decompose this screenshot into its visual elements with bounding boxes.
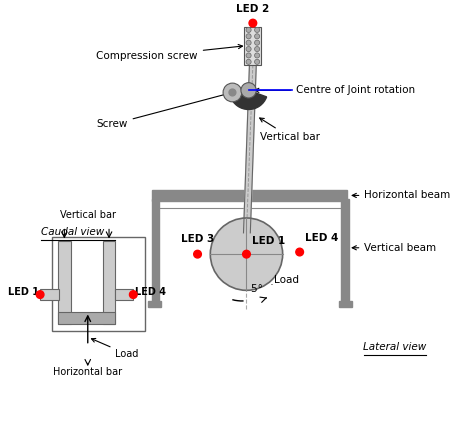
Circle shape bbox=[255, 34, 260, 39]
Circle shape bbox=[255, 28, 260, 33]
Bar bbox=[103, 241, 116, 324]
Circle shape bbox=[223, 83, 242, 102]
Text: Vertical bar: Vertical bar bbox=[60, 210, 116, 220]
Text: Centre of Joint rotation: Centre of Joint rotation bbox=[255, 85, 415, 95]
Circle shape bbox=[246, 46, 251, 52]
Circle shape bbox=[229, 89, 236, 96]
Circle shape bbox=[246, 59, 251, 64]
Polygon shape bbox=[244, 65, 256, 233]
Text: Caudal view: Caudal view bbox=[41, 227, 104, 237]
Circle shape bbox=[255, 53, 260, 58]
Bar bbox=[245, 27, 261, 65]
Bar bbox=[339, 301, 352, 307]
Circle shape bbox=[255, 59, 260, 64]
Circle shape bbox=[246, 28, 251, 33]
Text: Horizontal beam: Horizontal beam bbox=[352, 190, 451, 200]
Text: LED 1: LED 1 bbox=[8, 286, 39, 297]
Circle shape bbox=[36, 291, 44, 298]
Text: Load: Load bbox=[91, 338, 139, 359]
Bar bbox=[58, 312, 116, 324]
Bar bbox=[148, 301, 161, 307]
Text: Compression screw: Compression screw bbox=[96, 44, 243, 61]
Bar bbox=[152, 199, 159, 303]
Text: Horizontal bar: Horizontal bar bbox=[53, 367, 122, 378]
Bar bbox=[341, 199, 348, 303]
Bar bbox=[40, 289, 59, 300]
Wedge shape bbox=[231, 90, 266, 110]
Text: Vertical bar: Vertical bar bbox=[260, 118, 320, 142]
Text: LED 2: LED 2 bbox=[236, 4, 270, 14]
Bar bbox=[152, 190, 347, 201]
Circle shape bbox=[255, 46, 260, 52]
Circle shape bbox=[210, 218, 283, 290]
Circle shape bbox=[129, 291, 137, 298]
Text: Load: Load bbox=[274, 275, 299, 285]
Circle shape bbox=[246, 34, 251, 39]
Circle shape bbox=[246, 40, 251, 45]
Text: Lateral view: Lateral view bbox=[363, 342, 426, 352]
Text: LED 4: LED 4 bbox=[135, 286, 165, 297]
Circle shape bbox=[243, 250, 250, 258]
Circle shape bbox=[241, 83, 256, 98]
Text: LED 3: LED 3 bbox=[181, 234, 214, 244]
Text: LED 1: LED 1 bbox=[252, 236, 285, 246]
Circle shape bbox=[194, 250, 201, 258]
Circle shape bbox=[296, 248, 303, 256]
Bar bbox=[52, 237, 145, 331]
Circle shape bbox=[249, 19, 257, 27]
Bar bbox=[115, 289, 133, 300]
Text: LED 4: LED 4 bbox=[305, 233, 338, 243]
Text: Screw: Screw bbox=[96, 92, 228, 129]
Circle shape bbox=[246, 53, 251, 58]
Text: Vertical beam: Vertical beam bbox=[352, 243, 437, 253]
Circle shape bbox=[255, 40, 260, 45]
Text: 5°  ˙: 5° ˙ bbox=[251, 284, 274, 294]
Bar bbox=[58, 241, 71, 324]
